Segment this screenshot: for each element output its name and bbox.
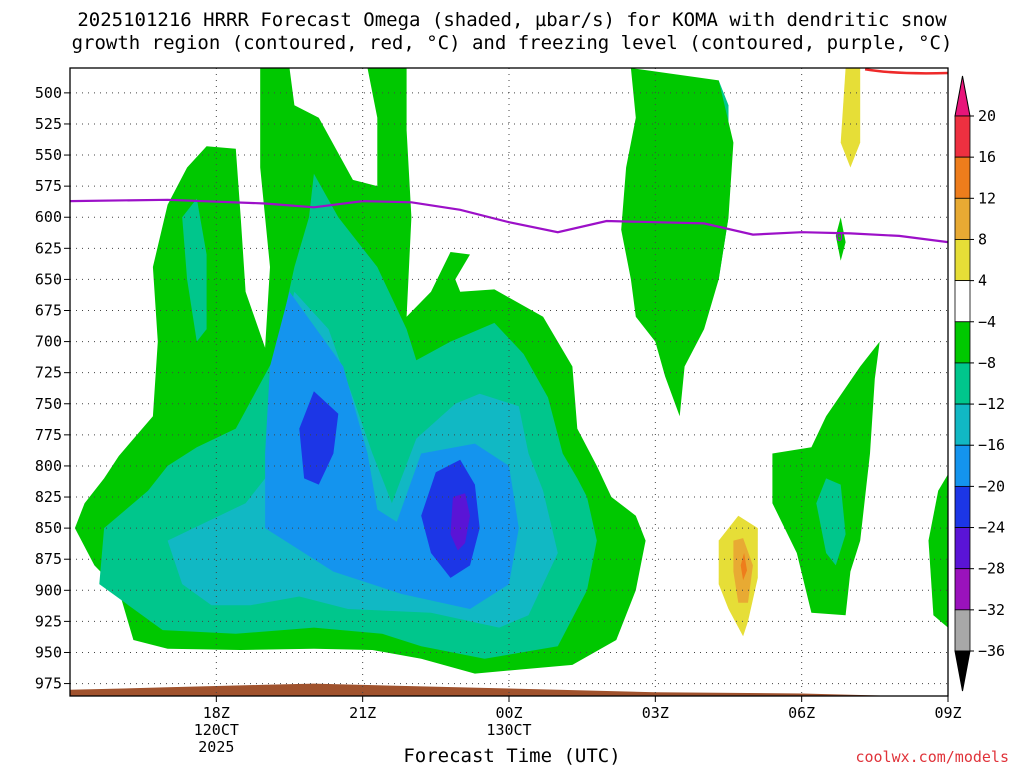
- x-tick-label-09Z: 09Z: [934, 704, 961, 722]
- omega-region-18: [740, 553, 747, 581]
- omega-region-6: [450, 493, 470, 551]
- colorbar-min-extend: [954, 650, 971, 692]
- y-tick-label-675: 675: [35, 301, 62, 319]
- chart-title-line1: 2025101216 HRRR Forecast Omega (shaded, …: [77, 9, 947, 31]
- credit-text: coolwx.com/models: [855, 748, 1009, 766]
- colorbar-label-9: −20: [978, 477, 1005, 495]
- omega-region-19: [840, 68, 861, 168]
- omega-region-14: [928, 474, 948, 628]
- colorbar-label-12: −32: [978, 601, 1005, 619]
- colorbar-label-13: −36: [978, 642, 1005, 660]
- colorbar-label-0: 20: [978, 107, 996, 125]
- chart-title-line2: growth region (contoured, red, °C) and f…: [71, 32, 953, 54]
- omega-region-11: [772, 341, 880, 616]
- colorbar-label-4: 4: [978, 272, 987, 290]
- x-axis-label: Forecast Time (UTC): [403, 745, 621, 767]
- colorbar-label-10: −24: [978, 519, 1005, 537]
- colorbar-bin-7: [954, 403, 971, 446]
- omega-region-7: [182, 198, 207, 342]
- x-tick-label-06Z: 06Z: [788, 704, 815, 722]
- y-tick-label-550: 550: [35, 146, 62, 164]
- y-tick-label-700: 700: [35, 333, 62, 351]
- colorbar-label-2: 12: [978, 189, 996, 207]
- y-tick-label-600: 600: [35, 208, 62, 226]
- y-tick-label-500: 500: [35, 84, 62, 102]
- colorbar-bin-9: [954, 485, 971, 528]
- gridlines: [70, 68, 949, 696]
- colorbar-label-8: −16: [978, 436, 1005, 454]
- colorbar-label-11: −28: [978, 560, 1005, 578]
- colorbar-bin-11: [954, 568, 971, 611]
- omega-region-15: [835, 217, 846, 261]
- colorbar-label-6: −8: [978, 354, 996, 372]
- y-tick-label-850: 850: [35, 519, 62, 537]
- terrain-surface: [70, 683, 948, 696]
- dendritic-region-contour: [864, 68, 948, 75]
- y-tick-label-625: 625: [35, 239, 62, 257]
- colorbar-max-extend: [954, 75, 971, 117]
- y-tick-label-775: 775: [35, 426, 62, 444]
- omega-region-10: [621, 68, 734, 417]
- x-tick-year-18Z: 2025: [198, 738, 234, 756]
- y-tick-label-825: 825: [35, 488, 62, 506]
- y-tick-label-575: 575: [35, 177, 62, 195]
- y-tick-label-875: 875: [35, 550, 62, 568]
- colorbar-bin-0: [954, 115, 971, 158]
- y-tick-label-800: 800: [35, 457, 62, 475]
- colorbar-label-1: 16: [978, 148, 996, 166]
- colorbar-bin-1: [954, 156, 971, 199]
- freezing-level-line: [70, 198, 948, 244]
- colorbar-label-3: 8: [978, 230, 987, 248]
- y-tick-label-900: 900: [35, 581, 62, 599]
- x-tick-label-03Z: 03Z: [642, 704, 669, 722]
- y-tick-label-750: 750: [35, 395, 62, 413]
- y-tick-label-650: 650: [35, 270, 62, 288]
- y-tick-label-525: 525: [35, 115, 62, 133]
- x-tick-date-00Z: 130CT: [486, 721, 531, 739]
- omega-region-12: [816, 478, 846, 566]
- colorbar-bin-10: [954, 527, 971, 570]
- colorbar-bin-4: [954, 280, 971, 323]
- freezing-level-label: 0: [836, 230, 843, 244]
- omega-region-5: [421, 459, 480, 578]
- x-tick-label-18Z: 18Z: [203, 704, 230, 722]
- x-tick-label-00Z: 00Z: [495, 704, 522, 722]
- colorbar-bin-12: [954, 609, 971, 652]
- y-tick-label-925: 925: [35, 612, 62, 630]
- y-tick-label-950: 950: [35, 643, 62, 661]
- omega-shading: 0: [70, 68, 948, 696]
- colorbar-bin-2: [954, 197, 971, 240]
- colorbar-label-7: −12: [978, 395, 1005, 413]
- omega-region-4: [299, 391, 339, 485]
- colorbar-bin-3: [954, 239, 971, 282]
- y-tick-label-725: 725: [35, 364, 62, 382]
- colorbar-bin-6: [954, 362, 971, 405]
- colorbar-bin-8: [954, 444, 971, 487]
- x-tick-date-18Z: 120CT: [194, 721, 239, 739]
- x-tick-label-21Z: 21Z: [349, 704, 376, 722]
- y-tick-label-975: 975: [35, 675, 62, 693]
- colorbar: 20 16 12 8 4 −4 −8 −12 −16 −20 −24 −28 −32 −36: [954, 75, 1005, 692]
- colorbar-bin-5: [954, 321, 971, 364]
- colorbar-label-5: −4: [978, 313, 996, 331]
